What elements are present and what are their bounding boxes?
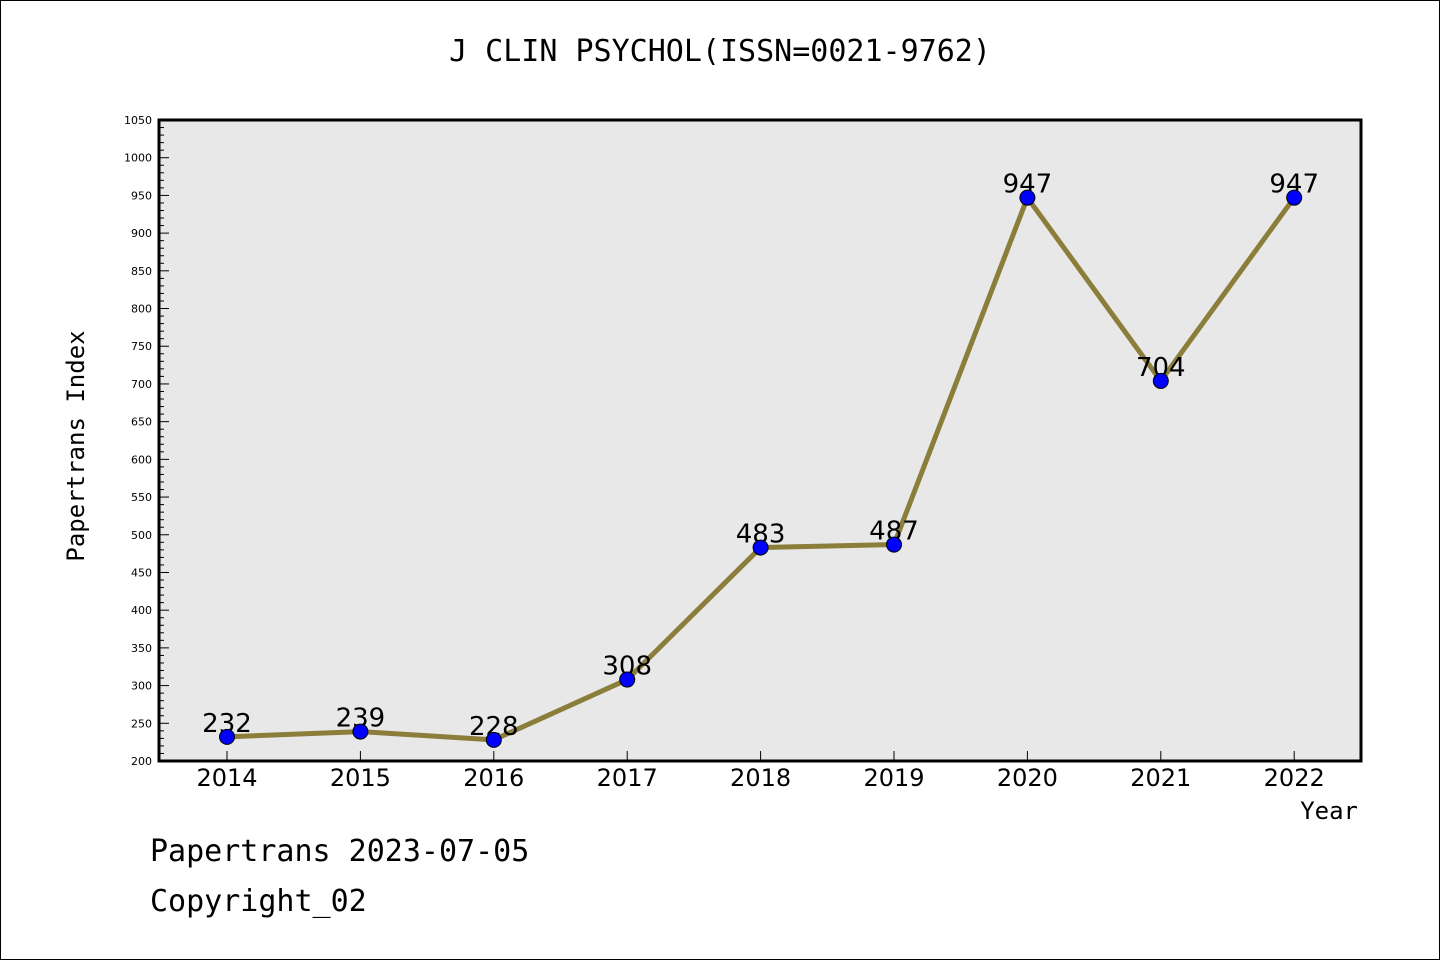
y-tick-label: 550 xyxy=(131,491,152,504)
x-tick-label: 2022 xyxy=(1264,764,1325,792)
data-point xyxy=(1152,372,1169,389)
x-tick-label: 2021 xyxy=(1130,764,1191,792)
plot-background xyxy=(159,120,1361,761)
x-tick-label: 2020 xyxy=(997,764,1058,792)
y-tick-label: 900 xyxy=(131,227,152,240)
x-tick-label: 2014 xyxy=(196,764,257,792)
data-point xyxy=(485,731,502,748)
x-tick-label: 2016 xyxy=(463,764,524,792)
data-point xyxy=(1286,189,1303,206)
footer-date: Papertrans 2023-07-05 xyxy=(150,834,530,869)
x-axis-label: Year xyxy=(1300,797,1358,825)
y-tick-label: 300 xyxy=(131,680,152,693)
data-point xyxy=(219,728,235,745)
y-tick-label: 750 xyxy=(131,340,152,353)
y-tick-label: 1000 xyxy=(124,152,152,165)
plot-border xyxy=(157,118,1363,763)
x-tick-label: 2015 xyxy=(330,764,391,792)
y-tick-label: 200 xyxy=(131,755,152,768)
y-tick-label: 800 xyxy=(131,303,152,316)
y-tick-label: 400 xyxy=(131,604,152,617)
data-point xyxy=(886,536,902,553)
x-tick-label: 2018 xyxy=(730,764,791,792)
data-point xyxy=(752,539,769,556)
x-tick-label: 2017 xyxy=(597,764,658,792)
y-tick-label: 250 xyxy=(131,717,152,730)
y-axis: 200 250 300 350 400 450 500 550 600 650 700 750 800 8… xyxy=(124,114,169,768)
y-tick-label: 350 xyxy=(131,642,152,655)
y-tick-label: 950 xyxy=(131,189,152,202)
y-axis-label: Papertrans Index xyxy=(62,330,90,562)
y-tick-label: 500 xyxy=(131,529,152,542)
y-tick-label: 650 xyxy=(131,416,152,429)
y-tick-label: 850 xyxy=(131,265,152,278)
data-point xyxy=(352,723,369,740)
x-tick-label: 2019 xyxy=(863,764,924,792)
y-tick-label: 450 xyxy=(131,566,152,579)
y-tick-label: 700 xyxy=(131,378,152,391)
chart-title: J CLIN PSYCHOL(ISSN=0021-9762) xyxy=(449,34,991,69)
data-point xyxy=(1019,189,1036,206)
y-tick-label: 1050 xyxy=(124,114,152,127)
x-axis: 2014 2015 2016 2017 2018 2019 2020 2021 2022 xyxy=(196,751,1325,792)
footer-copyright: Copyright_02 xyxy=(150,884,367,919)
y-tick-label: 600 xyxy=(131,453,152,466)
data-point xyxy=(619,671,636,688)
